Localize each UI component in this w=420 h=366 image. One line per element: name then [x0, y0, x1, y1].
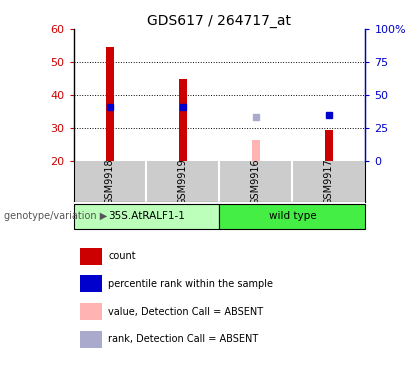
- Bar: [178, 79, 187, 161]
- Bar: [80, 275, 102, 292]
- Bar: [252, 139, 260, 161]
- Text: 35S.AtRALF1-1: 35S.AtRALF1-1: [108, 211, 185, 221]
- Bar: [105, 47, 114, 161]
- Bar: [325, 130, 333, 161]
- Text: value, Detection Call = ABSENT: value, Detection Call = ABSENT: [108, 307, 263, 317]
- Bar: [80, 331, 102, 348]
- Bar: [220, 204, 365, 229]
- Text: GSM9917: GSM9917: [324, 158, 334, 205]
- Text: wild type: wild type: [269, 211, 316, 221]
- Bar: [74, 204, 220, 229]
- Text: count: count: [108, 251, 136, 261]
- Bar: [80, 303, 102, 320]
- Text: percentile rank within the sample: percentile rank within the sample: [108, 279, 273, 289]
- Text: rank, Detection Call = ABSENT: rank, Detection Call = ABSENT: [108, 335, 258, 344]
- Text: GSM9918: GSM9918: [105, 158, 115, 205]
- Title: GDS617 / 264717_at: GDS617 / 264717_at: [147, 14, 291, 28]
- Bar: [80, 247, 102, 265]
- Text: genotype/variation ▶: genotype/variation ▶: [4, 212, 108, 221]
- Text: GSM9919: GSM9919: [178, 158, 188, 205]
- Text: GSM9916: GSM9916: [251, 158, 261, 205]
